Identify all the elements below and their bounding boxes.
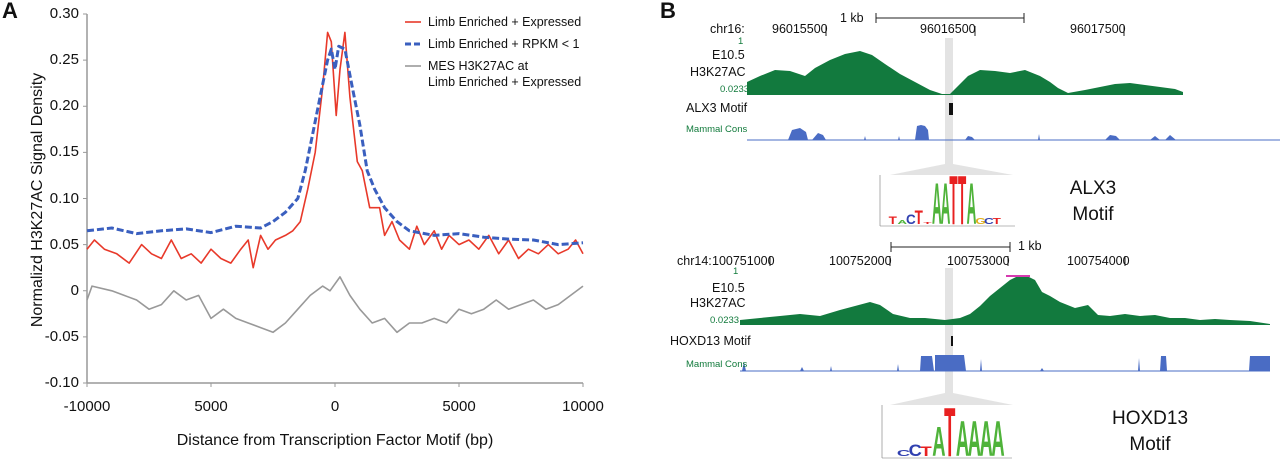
y-tick-label: 0.10 bbox=[49, 189, 79, 207]
y-tick-label: -0.05 bbox=[44, 327, 79, 345]
alx3-motif-mark bbox=[949, 103, 953, 115]
motif-title-bottom-1: HOXD13 bbox=[1111, 408, 1189, 429]
panel-a-label: A bbox=[2, 0, 18, 23]
logo-letter: T bbox=[958, 160, 966, 239]
track-max-top: 1 bbox=[738, 36, 744, 47]
scale-bar-top bbox=[825, 13, 1125, 36]
series-line-2 bbox=[86, 44, 584, 247]
logo-letter: A bbox=[967, 172, 977, 238]
logo-letter: T bbox=[993, 217, 1001, 226]
logo-letter: G bbox=[975, 217, 986, 226]
track-name-top-2: H3K27AC bbox=[690, 65, 746, 79]
logo-letter: T bbox=[915, 207, 924, 229]
logo-letter: T bbox=[889, 214, 898, 227]
y-tick-label: 0.30 bbox=[49, 5, 79, 22]
coord-top-1: 96015500 bbox=[772, 22, 828, 36]
logo-letter: T bbox=[944, 393, 955, 464]
y-tick-label: 0.25 bbox=[49, 51, 79, 69]
motif-title-bottom-2: Motif bbox=[1129, 434, 1171, 455]
logo-letter: A bbox=[932, 172, 942, 238]
h3k27ac-signal-top bbox=[747, 51, 1183, 95]
cons-track-top: Mammal Cons bbox=[686, 124, 748, 135]
logo-letter: C bbox=[897, 449, 910, 458]
logo-letter: C bbox=[906, 212, 916, 227]
y-tick-label: -0.10 bbox=[44, 374, 79, 391]
h3k27ac-signal-bottom bbox=[740, 276, 1270, 325]
alx3-sequence-logo bbox=[879, 175, 1015, 227]
legend-label-3a: MES H3K27AC at bbox=[428, 59, 529, 73]
y-tick-label: 0.15 bbox=[49, 143, 79, 161]
coord-bottom-2: 100752000 bbox=[829, 254, 892, 268]
y-tick-label: 0.05 bbox=[49, 235, 79, 253]
scale-label-top: 1 kb bbox=[840, 11, 864, 25]
zoom-wedge-bottom bbox=[890, 393, 1013, 405]
x-tick-label: 0 bbox=[330, 398, 340, 415]
panel-b-label: B bbox=[660, 0, 676, 23]
logo-letter: A bbox=[991, 412, 1004, 464]
coord-top-3: 96017500 bbox=[1070, 22, 1126, 36]
scale-label-bottom: 1 kb bbox=[1018, 239, 1042, 253]
logo-letter: T bbox=[923, 222, 931, 225]
track-name-bottom-2: H3K27AC bbox=[690, 296, 746, 310]
logo-letter: T bbox=[920, 444, 931, 459]
logo-letter: A bbox=[897, 220, 907, 226]
logo-letter: A bbox=[968, 412, 981, 464]
coord-bottom-3: 100753000 bbox=[947, 254, 1010, 268]
coord-bottom-1: 100751000 bbox=[712, 254, 775, 268]
logo-letter: C bbox=[984, 217, 994, 226]
chrom-label-bottom: chr14: bbox=[677, 254, 712, 268]
x-tick-label: 5000 bbox=[442, 398, 476, 415]
mammal-cons-top bbox=[788, 125, 1176, 140]
motif-title-top-1: ALX3 bbox=[1069, 178, 1117, 199]
track-max-bottom: 1 bbox=[733, 266, 739, 277]
chrom-label-top: chr16: bbox=[710, 22, 745, 36]
y-tick-label: 0 bbox=[70, 281, 79, 299]
motif-highlight-bottom bbox=[945, 268, 953, 398]
motif-title-top-2: Motif bbox=[1072, 204, 1114, 225]
series-line-1 bbox=[86, 31, 584, 269]
logo-letter: T bbox=[949, 160, 957, 239]
x-tick-label: 5000 bbox=[194, 398, 228, 415]
line-chart bbox=[83, 13, 584, 387]
hoxd13-sequence-logo bbox=[881, 405, 1012, 459]
x-axis-title: Distance from Transcription Factor Motif… bbox=[176, 432, 494, 449]
series-line-3 bbox=[86, 276, 584, 334]
track-min-top: 0.0233 bbox=[720, 84, 750, 95]
legend-label-2: Limb Enriched + RPKM < 1 bbox=[428, 37, 580, 51]
hoxd13-motif-mark bbox=[951, 336, 953, 346]
coord-bottom-4: 100754000 bbox=[1067, 254, 1130, 268]
logo-letter: A bbox=[941, 172, 951, 238]
x-tick-label: -10000 bbox=[63, 398, 111, 415]
y-tick-label: 0.20 bbox=[49, 97, 79, 115]
legend-label-1: Limb Enriched + Expressed bbox=[428, 15, 582, 29]
track-name-top-1: E10.5 bbox=[712, 48, 745, 62]
cons-track-bottom: Mammal Cons bbox=[686, 359, 748, 370]
logo-letter: A bbox=[956, 412, 969, 464]
legend-label-3b: Limb Enriched + Expressed bbox=[428, 75, 582, 89]
zoom-wedge-top bbox=[890, 164, 1013, 175]
motif-track-bottom: HOXD13 Motif bbox=[670, 334, 751, 348]
logo-letter: A bbox=[980, 412, 993, 464]
logo-letter: C bbox=[909, 441, 923, 460]
coord-top-2: 96016500 bbox=[920, 22, 976, 36]
track-min-bottom: 0.0233 bbox=[710, 315, 740, 326]
mammal-cons-bottom bbox=[742, 355, 1270, 371]
x-tick-label: 10000 bbox=[562, 398, 604, 415]
motif-track-top: ALX3 Motif bbox=[686, 101, 748, 115]
scale-bar-bottom bbox=[769, 242, 1126, 266]
track-name-bottom-1: E10.5 bbox=[712, 281, 745, 295]
logo-letter: A bbox=[932, 418, 945, 464]
